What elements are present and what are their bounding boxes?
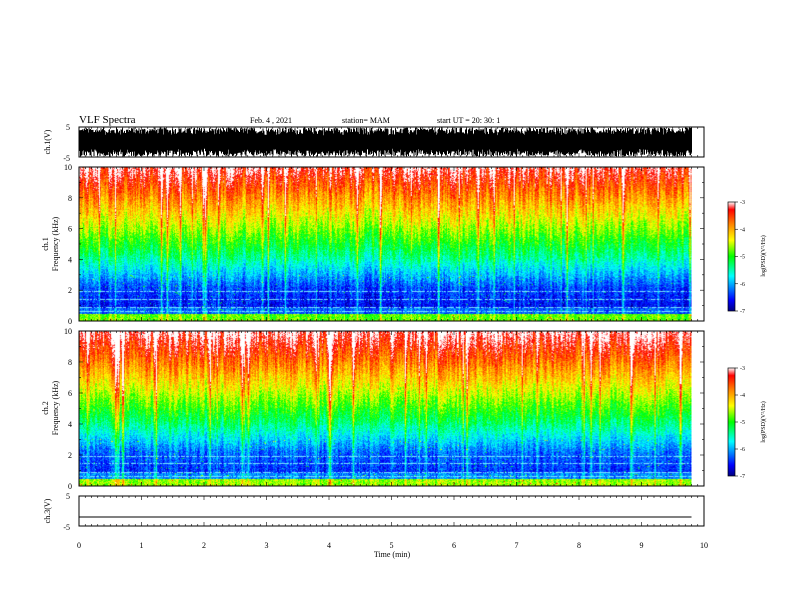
time-tick-label: 10 <box>700 541 708 550</box>
ch1-spectrogram-image <box>79 167 692 321</box>
freq-tick-label: 6 <box>68 225 72 234</box>
figure-title: VLF Spectra <box>79 114 136 126</box>
freq-tick-label: 2 <box>68 451 72 460</box>
time-tick-label: 9 <box>640 541 644 550</box>
freq-tick-label: 10 <box>64 327 72 336</box>
freq-tick-label: 4 <box>68 420 72 429</box>
time-axis-label: Time (min) <box>374 550 411 559</box>
colorbar-tick-label: -3 <box>740 366 745 372</box>
colorbar-tick-label: -5 <box>740 420 745 426</box>
ch3-waveform-frame <box>78 495 705 527</box>
colorbar-tick-label: -7 <box>740 309 745 315</box>
ch2-colorbar: -3 -4 -5 -6 -7 log(PSD)(V²/Hz) <box>727 366 767 480</box>
colorbar-tick-label: -4 <box>740 393 745 399</box>
date-label: Feb. 4 , 2021 <box>250 116 292 125</box>
time-tick-label: 2 <box>202 541 206 550</box>
freq-tick-label: 0 <box>68 482 72 491</box>
ch2-colorbar-gradient <box>728 368 735 476</box>
ch1-colorbar-ticks: -3 -4 -5 -6 -7 <box>735 200 745 315</box>
ch1-colorbar: -3 -4 -5 -6 -7 log(PSD)(V²/Hz) <box>727 200 767 315</box>
ch1-spectrogram-ylabel-channel: ch.1 <box>41 237 50 251</box>
colorbar-tick-label: -5 <box>740 255 745 261</box>
ch1-colorbar-label: log(PSD)(V²/Hz) <box>760 235 767 276</box>
ch2-spectrogram-ylabel-freq: Frequency (kHz) <box>51 380 60 435</box>
ch1-ytick-bottom: -5 <box>63 154 70 163</box>
time-tick-label: 5 <box>390 541 394 550</box>
ch1-freq-ticks: 0 2 4 6 8 10 <box>64 163 704 326</box>
ch1-waveform-ticks <box>78 127 705 157</box>
ch1-waveform-panel: 5 -5 ch.1(V) <box>43 123 705 163</box>
ch3-ytick-bottom: -5 <box>63 523 70 532</box>
ch3-ytick-top: 5 <box>66 492 70 501</box>
time-tick-label: 7 <box>515 541 519 550</box>
ch3-waveform-ticks <box>78 496 705 526</box>
station-label: station= MAM <box>342 116 390 125</box>
time-axis-tick-labels: 0 1 2 3 4 5 6 7 8 9 10 <box>77 541 708 550</box>
ch1-spectrogram-panel: 0 2 4 6 8 10 ch.1 Frequency (kHz) <box>41 163 705 326</box>
ch1-spectrogram-ylabel-freq: Frequency (kHz) <box>51 216 60 271</box>
ch2-colorbar-label: log(PSD)(V²/Hz) <box>760 401 767 442</box>
freq-tick-label: 2 <box>68 286 72 295</box>
start-time-label: start UT = 20: 30: 1 <box>437 116 500 125</box>
time-tick-label: 8 <box>577 541 581 550</box>
ch1-spectrogram-xticks <box>78 167 705 321</box>
ch2-spectrogram-image <box>79 331 692 486</box>
freq-tick-label: 10 <box>64 163 72 172</box>
ch2-spectrogram-panel: 0 2 4 6 8 10 ch.2 Frequency (kHz) <box>41 327 705 491</box>
colorbar-tick-label: -7 <box>740 474 745 480</box>
ch3-waveform-ylabel: ch.3(V) <box>43 498 52 523</box>
ch2-colorbar-ticks: -3 -4 -5 -6 -7 <box>735 366 745 480</box>
ch2-spectrogram-ylabel-channel: ch.2 <box>41 401 50 415</box>
time-tick-label: 1 <box>140 541 144 550</box>
ch1-ytick-top: 5 <box>66 123 70 132</box>
colorbar-tick-label: -6 <box>740 282 745 288</box>
ch2-freq-ticks: 0 2 4 6 8 10 <box>64 327 704 491</box>
freq-tick-label: 6 <box>68 389 72 398</box>
freq-tick-label: 8 <box>68 358 72 367</box>
ch3-waveform-panel: 5 -5 ch.3(V) <box>43 492 705 532</box>
freq-tick-label: 4 <box>68 255 72 264</box>
time-tick-label: 6 <box>452 541 456 550</box>
ch1-waveform-ylabel: ch.1(V) <box>43 129 52 154</box>
freq-tick-label: 8 <box>68 194 72 203</box>
ch2-spectrogram-xticks <box>78 331 705 486</box>
colorbar-tick-label: -4 <box>740 227 745 233</box>
time-tick-label: 4 <box>327 541 331 550</box>
ch1-colorbar-gradient <box>728 202 735 311</box>
colorbar-tick-label: -3 <box>740 200 745 206</box>
colorbar-tick-label: -6 <box>740 447 745 453</box>
ch1-waveform-trace <box>79 127 692 157</box>
time-tick-label: 3 <box>265 541 269 550</box>
freq-tick-label: 0 <box>68 317 72 326</box>
time-tick-label: 0 <box>77 541 81 550</box>
